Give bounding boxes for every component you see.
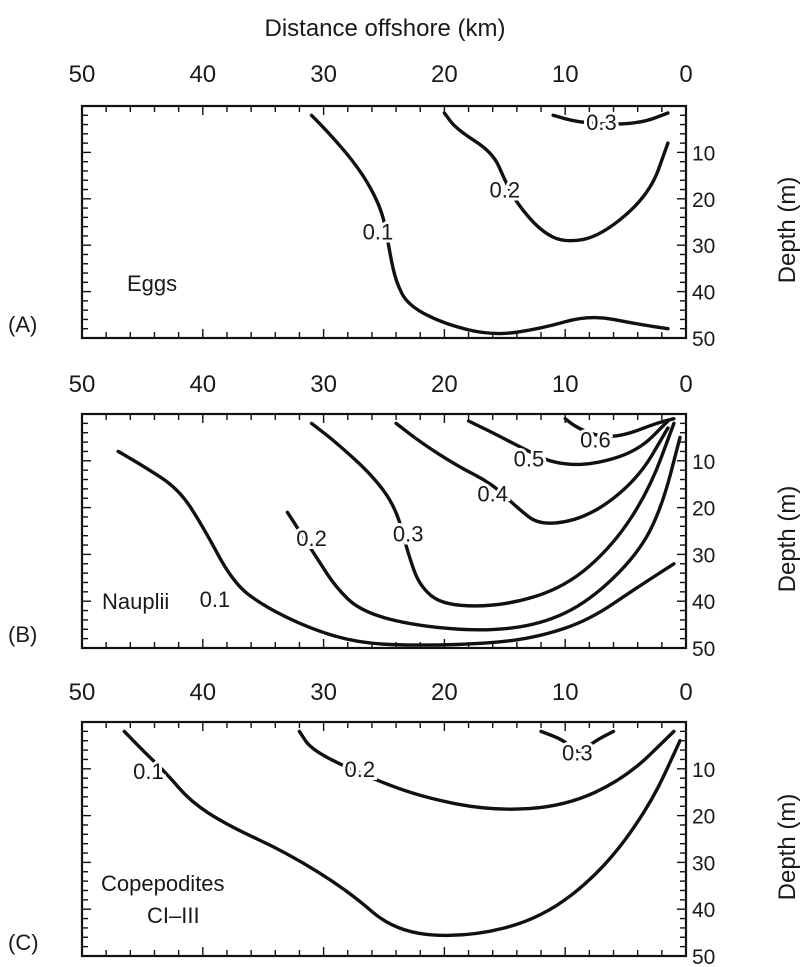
x-tick-label: 50 bbox=[69, 371, 96, 398]
contour-line-0.3 bbox=[539, 729, 616, 753]
contour-label-0.1: 0.1 bbox=[363, 219, 394, 244]
contour-line-0.1 bbox=[309, 113, 670, 336]
panel-nauplii: 50 40 30 20 10 0 10 20 30 40 50 Depth (m) 0.1 0.2 0.3 0… bbox=[8, 371, 801, 661]
x-tick-label: 0 bbox=[679, 371, 692, 398]
contour-label-0.3: 0.3 bbox=[586, 110, 617, 135]
x-tick-label: 20 bbox=[431, 61, 458, 88]
plot-frame bbox=[80, 412, 688, 650]
contour-line-0.1 bbox=[116, 449, 676, 647]
y-tick-label: 10 bbox=[692, 451, 715, 474]
contour-label-0.2: 0.2 bbox=[345, 757, 376, 782]
contour-label-0.4: 0.4 bbox=[477, 482, 508, 507]
y-tick-label: 40 bbox=[692, 591, 715, 614]
x-tick-label: 40 bbox=[189, 371, 216, 398]
x-tick-label: 40 bbox=[189, 61, 216, 88]
y-tick-label: 30 bbox=[692, 235, 715, 258]
y-tick-label: 10 bbox=[692, 142, 715, 165]
contour-line-0.1 bbox=[122, 729, 682, 938]
y-tick-label: 10 bbox=[692, 759, 715, 782]
x-tick-label: 50 bbox=[69, 61, 96, 88]
contour-line-0.2 bbox=[442, 111, 670, 243]
top-axis-title: Distance offshore (km) bbox=[265, 15, 506, 42]
x-tick-label: 30 bbox=[310, 371, 337, 398]
y-tick-label: 50 bbox=[692, 946, 715, 967]
panel-letter: (A) bbox=[8, 312, 37, 337]
y-tick-label: 30 bbox=[692, 852, 715, 875]
y-tick-label: 20 bbox=[692, 806, 715, 829]
y-tick-label: 20 bbox=[692, 189, 715, 212]
contour-label-0.1: 0.1 bbox=[133, 759, 164, 784]
panel-label: Eggs bbox=[127, 271, 177, 296]
x-tick-label: 30 bbox=[310, 679, 337, 706]
x-tick-label: 20 bbox=[431, 679, 458, 706]
y-tick-label: 30 bbox=[692, 544, 715, 567]
panel-label-line-2: CI–III bbox=[147, 903, 200, 928]
contour-line-0.4 bbox=[394, 421, 670, 525]
contour-label-0.2: 0.2 bbox=[296, 526, 327, 551]
y-axis-title: Depth (m) bbox=[774, 486, 801, 593]
contour-line-0.2 bbox=[297, 729, 676, 811]
x-tick-label: 20 bbox=[431, 371, 458, 398]
x-tick-label: 0 bbox=[679, 61, 692, 88]
panel-label: Copepodites bbox=[101, 871, 225, 896]
y-tick-label: 40 bbox=[692, 899, 715, 922]
y-axis-title: Depth (m) bbox=[774, 794, 801, 901]
x-tick-label: 10 bbox=[552, 61, 579, 88]
y-tick-label: 50 bbox=[692, 328, 715, 351]
y-axis-title: Depth (m) bbox=[774, 177, 801, 284]
contour-label-0.3: 0.3 bbox=[562, 740, 593, 765]
contour-line-0.5 bbox=[466, 419, 670, 467]
panel-letter: (B) bbox=[8, 622, 37, 647]
x-tick-label: 40 bbox=[189, 679, 216, 706]
x-tick-label: 0 bbox=[679, 679, 692, 706]
plot-frame bbox=[80, 104, 688, 340]
y-tick-label: 20 bbox=[692, 498, 715, 521]
panel-eggs: 50 40 30 20 10 0 10 20 30 40 50 Depth (m) 0.1 0.2 0.3 (… bbox=[8, 61, 801, 351]
contour-line-0.3 bbox=[551, 111, 670, 126]
contour-label-0.2: 0.2 bbox=[490, 178, 521, 203]
contour-line-0.2 bbox=[285, 435, 682, 632]
y-tick-label: 50 bbox=[692, 638, 715, 661]
contour-label-0.1: 0.1 bbox=[200, 587, 231, 612]
tick-marks bbox=[81, 721, 687, 957]
panel-letter: (C) bbox=[8, 930, 39, 955]
contour-label-0.5: 0.5 bbox=[514, 446, 545, 471]
contour-line-0.6 bbox=[563, 417, 676, 439]
panel-label: Nauplii bbox=[102, 589, 169, 614]
x-tick-label: 10 bbox=[552, 371, 579, 398]
contour-label-0.6: 0.6 bbox=[580, 428, 611, 453]
y-tick-label: 40 bbox=[692, 282, 715, 305]
x-tick-label: 30 bbox=[310, 61, 337, 88]
x-tick-label: 10 bbox=[552, 679, 579, 706]
panel-copepodites: 50 40 30 20 10 0 10 20 30 40 50 Depth (m) 0.1 0.2 0.3 (… bbox=[8, 679, 801, 967]
contour-label-0.3: 0.3 bbox=[393, 521, 424, 546]
plot-frame bbox=[80, 720, 688, 958]
contour-line-0.3 bbox=[309, 421, 676, 608]
x-tick-label: 50 bbox=[69, 679, 96, 706]
tick-marks bbox=[81, 105, 687, 339]
